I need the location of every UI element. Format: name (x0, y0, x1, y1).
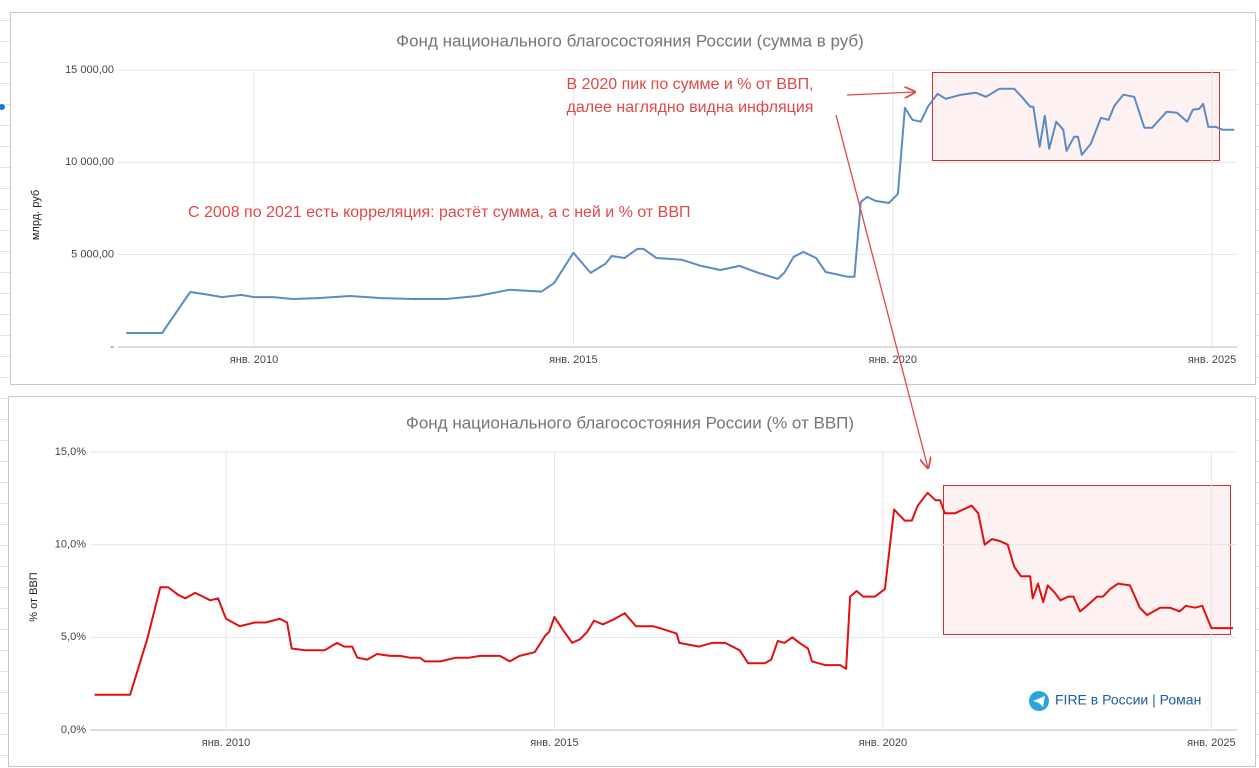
x-tick-label: янв. 2015 (549, 354, 597, 366)
y-tick-label: 15,0% (55, 446, 86, 458)
y-tick-label: 5 000,00 (71, 249, 114, 261)
arrow (846, 92, 915, 95)
y-tick-label: 10 000,00 (65, 156, 114, 168)
sheet-handle (0, 104, 5, 110)
watermark: FIRE в России | Роман (1055, 692, 1201, 708)
x-tick-label: янв. 2020 (859, 737, 907, 749)
x-tick-label: янв. 2010 (230, 354, 278, 366)
data-line (94, 491, 1234, 696)
chart-frame (10, 12, 1256, 385)
x-tick-label: янв. 2025 (1187, 737, 1235, 749)
x-tick-label: янв. 2020 (869, 354, 917, 366)
annotation: С 2008 по 2021 есть корреляция: растёт с… (188, 204, 691, 221)
y-tick-label: 0,0% (61, 724, 86, 736)
chart-title: Фонд национального благосостояния России… (396, 31, 864, 50)
x-tick-label: янв. 2010 (202, 737, 250, 749)
y-tick-label: 15 000,00 (65, 64, 114, 76)
y-axis-label: млрд. руб (30, 190, 42, 240)
plots: Фонд национального благосостояния России… (28, 31, 1237, 749)
telegram-icon (1029, 691, 1049, 711)
y-tick-label: 5,0% (61, 631, 86, 643)
y-axis-label: % от ВВП (28, 572, 40, 621)
arrow (835, 114, 928, 468)
annotation: далее наглядно видна инфляция (567, 99, 814, 116)
highlight-box (943, 485, 1231, 635)
x-tick-label: янв. 2015 (530, 737, 578, 749)
highlight-box (932, 72, 1220, 161)
data-line (126, 87, 1235, 334)
x-tick-label: янв. 2025 (1188, 354, 1236, 366)
annotation: В 2020 пик по сумме и % от ВВП, (566, 76, 813, 93)
chart-title: Фонд национального благосостояния России… (406, 413, 854, 432)
y-tick-label: - (110, 341, 114, 353)
y-tick-label: 10,0% (55, 539, 86, 551)
